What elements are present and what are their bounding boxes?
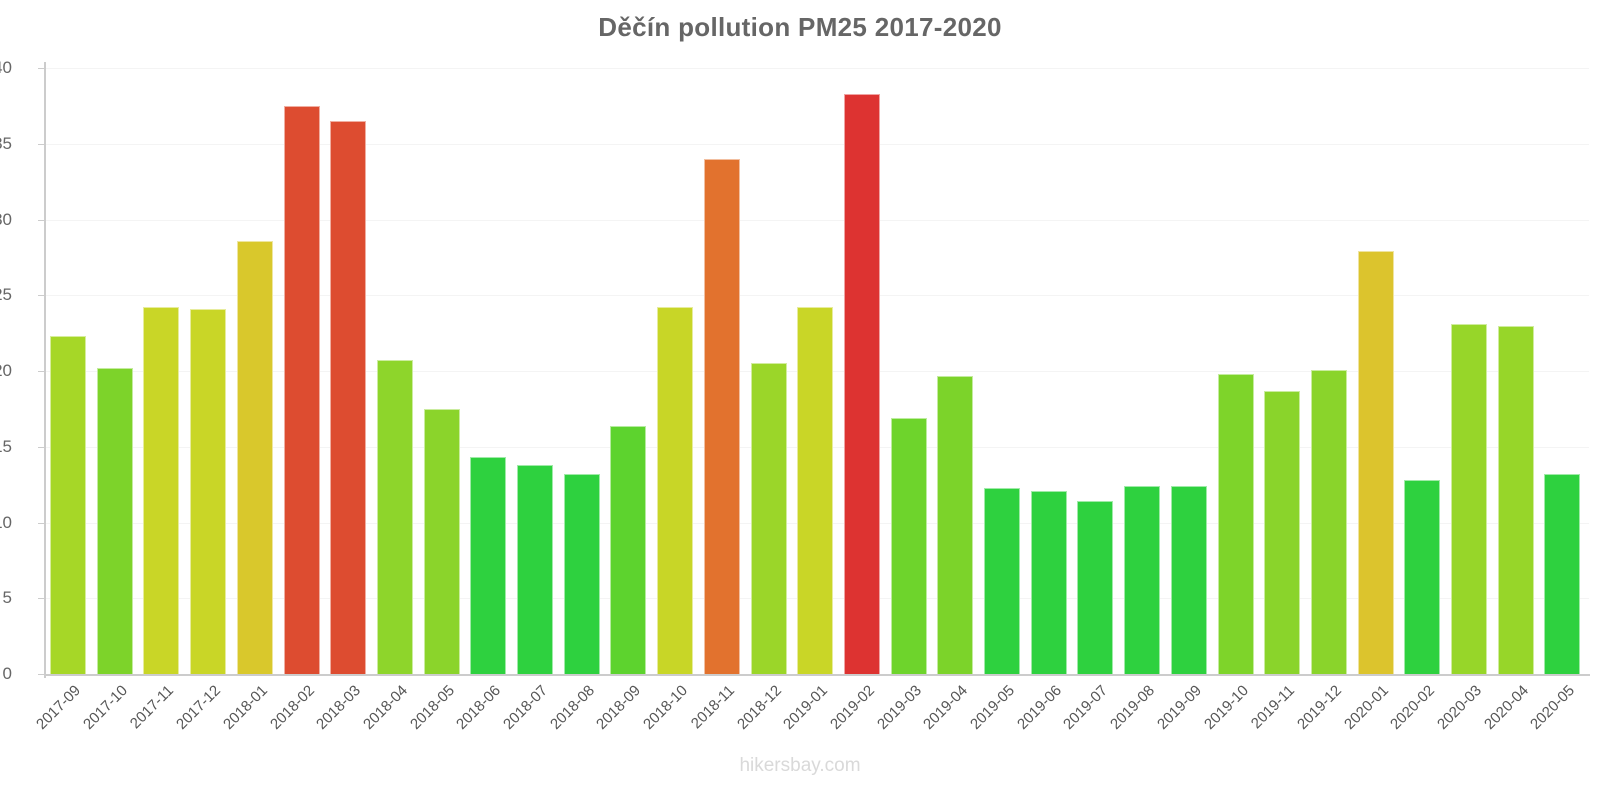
gridline bbox=[44, 295, 1589, 297]
bar[interactable] bbox=[96, 367, 133, 674]
bar[interactable] bbox=[1357, 251, 1394, 674]
bar[interactable] bbox=[1404, 480, 1441, 674]
y-tick-label: 30 bbox=[0, 209, 12, 229]
page-title: Děčín pollution PM25 2017-2020 bbox=[598, 12, 1002, 42]
bar[interactable] bbox=[1124, 486, 1161, 674]
bar[interactable] bbox=[843, 93, 880, 674]
bar[interactable] bbox=[143, 307, 180, 674]
bar[interactable] bbox=[1264, 390, 1301, 674]
bar[interactable] bbox=[750, 363, 787, 674]
y-tick-mark bbox=[38, 219, 45, 221]
y-tick-mark bbox=[38, 68, 45, 69]
bar[interactable] bbox=[1544, 474, 1581, 674]
watermark: hikersbay.com bbox=[739, 755, 861, 776]
bar[interactable] bbox=[984, 487, 1020, 674]
gridline bbox=[44, 68, 1589, 69]
y-tick-label: 20 bbox=[0, 361, 12, 380]
bar[interactable] bbox=[376, 360, 413, 674]
bar[interactable] bbox=[703, 158, 740, 674]
y-tick-mark bbox=[38, 446, 45, 448]
bar[interactable] bbox=[1170, 486, 1207, 674]
bar[interactable] bbox=[890, 417, 927, 674]
bar[interactable] bbox=[517, 464, 553, 674]
y-tick-mark bbox=[38, 295, 45, 297]
y-tick-mark bbox=[38, 371, 45, 372]
y-tick-mark bbox=[38, 598, 45, 600]
bar[interactable] bbox=[190, 308, 227, 674]
y-tick-label: 40 bbox=[0, 58, 12, 77]
bar[interactable] bbox=[610, 425, 647, 674]
bar[interactable] bbox=[797, 307, 834, 674]
x-axis-line bbox=[44, 674, 1590, 676]
bar[interactable] bbox=[236, 240, 273, 674]
bar[interactable] bbox=[283, 105, 320, 674]
y-tick-mark bbox=[38, 143, 45, 145]
bar[interactable] bbox=[1217, 374, 1254, 674]
bar[interactable] bbox=[937, 375, 974, 674]
bar[interactable] bbox=[1030, 490, 1067, 674]
bar[interactable] bbox=[1310, 369, 1347, 674]
gridline bbox=[44, 143, 1589, 145]
bar[interactable] bbox=[50, 336, 86, 674]
bar[interactable] bbox=[1451, 324, 1487, 674]
gridline bbox=[44, 219, 1589, 221]
y-tick-label: 5 bbox=[2, 588, 12, 608]
y-tick-label: 25 bbox=[0, 285, 12, 305]
bar[interactable] bbox=[1077, 501, 1114, 674]
y-tick-mark bbox=[38, 674, 45, 675]
y-tick-label: 0 bbox=[2, 664, 12, 683]
bar[interactable] bbox=[423, 408, 460, 674]
bar[interactable] bbox=[330, 121, 367, 674]
y-tick-label: 15 bbox=[0, 436, 12, 456]
bar[interactable] bbox=[1497, 325, 1534, 674]
bar[interactable] bbox=[657, 307, 694, 674]
bar[interactable] bbox=[470, 457, 507, 674]
bar[interactable] bbox=[563, 474, 600, 674]
y-axis-line bbox=[44, 62, 46, 678]
y-tick-mark bbox=[38, 522, 45, 524]
y-tick-label: 35 bbox=[0, 133, 12, 153]
y-tick-label: 10 bbox=[0, 512, 12, 532]
